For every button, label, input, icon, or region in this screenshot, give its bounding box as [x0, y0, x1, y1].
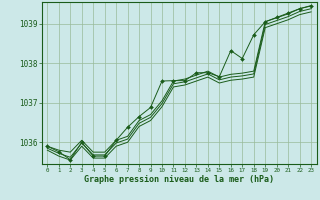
X-axis label: Graphe pression niveau de la mer (hPa): Graphe pression niveau de la mer (hPa): [84, 175, 274, 184]
